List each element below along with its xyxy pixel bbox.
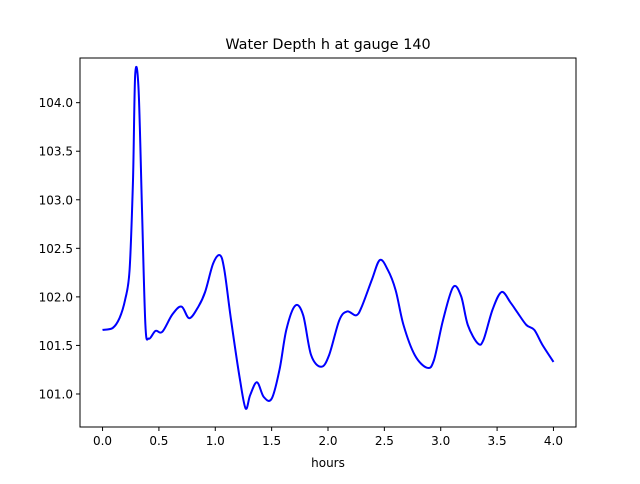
x-tick-label: 2.0 [318, 434, 337, 448]
y-tick-label: 102.5 [39, 242, 73, 256]
x-tick-label: 3.0 [431, 434, 450, 448]
y-tick-label: 101.0 [39, 387, 73, 401]
x-tick-label: 3.5 [488, 434, 507, 448]
y-tick-label: 103.5 [39, 145, 73, 159]
x-tick-label: 0.0 [93, 434, 112, 448]
chart-title: Water Depth h at gauge 140 [225, 37, 430, 53]
x-tick-label: 1.0 [206, 434, 225, 448]
x-tick-label: 0.5 [149, 434, 168, 448]
axes-frame [79, 57, 577, 428]
x-tick-label: 2.5 [375, 434, 394, 448]
series-line-h [102, 65, 555, 410]
y-axis-ticks: 101.0 101.5 102.0 102.5 103.0 103.5 104.0 [39, 96, 80, 401]
x-tick-label: 4.0 [544, 434, 563, 448]
x-axis-label: hours [311, 456, 345, 470]
y-tick-label: 104.0 [39, 96, 73, 110]
y-tick-label: 102.0 [39, 290, 73, 304]
x-tick-label: 1.5 [262, 434, 281, 448]
y-tick-label: 103.0 [39, 193, 73, 207]
x-axis-ticks: 0.0 0.5 1.0 1.5 2.0 2.5 3.0 3.5 4.0 [93, 427, 563, 448]
y-tick-label: 101.5 [39, 339, 73, 353]
